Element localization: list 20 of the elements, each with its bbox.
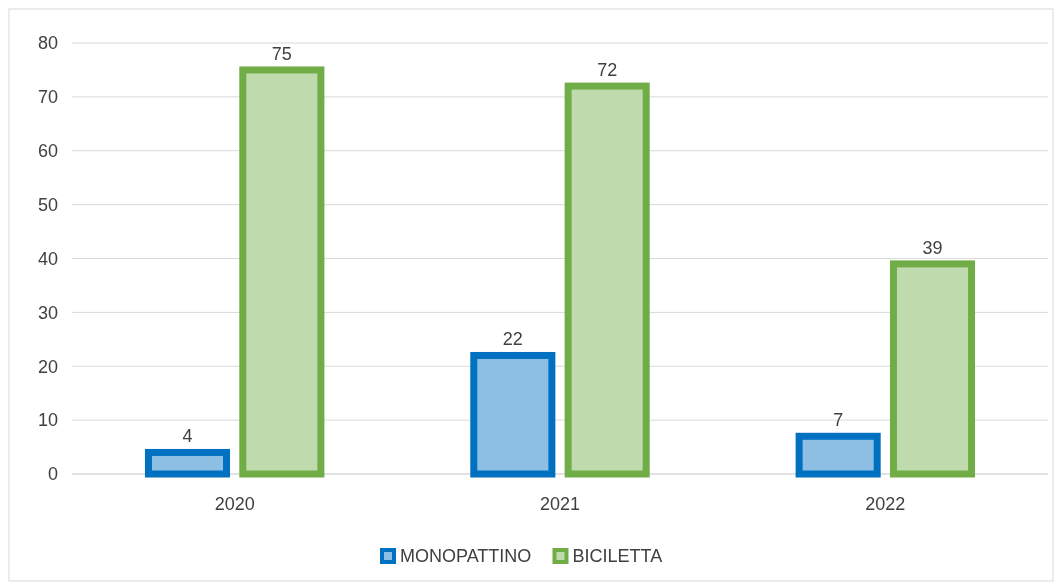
- data-label: 72: [597, 60, 618, 81]
- y-tick-label: 40: [37, 248, 58, 269]
- data-label: 75: [271, 43, 292, 64]
- y-tick-label: 70: [37, 87, 58, 108]
- x-tick-label: 2022: [865, 494, 906, 514]
- x-tick-label: 2020: [214, 494, 255, 514]
- y-tick-label: 60: [37, 141, 58, 162]
- y-tick-label: 80: [37, 33, 58, 54]
- x-tick-label: 2021: [539, 494, 581, 514]
- data-label: 22: [502, 329, 523, 350]
- y-tick-label: 30: [37, 302, 58, 323]
- y-tick-label: 20: [37, 356, 58, 377]
- y-tick-label: 10: [37, 410, 58, 431]
- y-tick-label: 0: [47, 464, 58, 485]
- data-label: 7: [833, 410, 844, 431]
- legend-label: BICILETTA: [572, 546, 663, 567]
- legend-label: MONOPATTINO: [400, 546, 532, 567]
- y-tick-label: 50: [37, 194, 58, 215]
- data-label: 39: [922, 237, 943, 258]
- data-label: 4: [182, 426, 193, 447]
